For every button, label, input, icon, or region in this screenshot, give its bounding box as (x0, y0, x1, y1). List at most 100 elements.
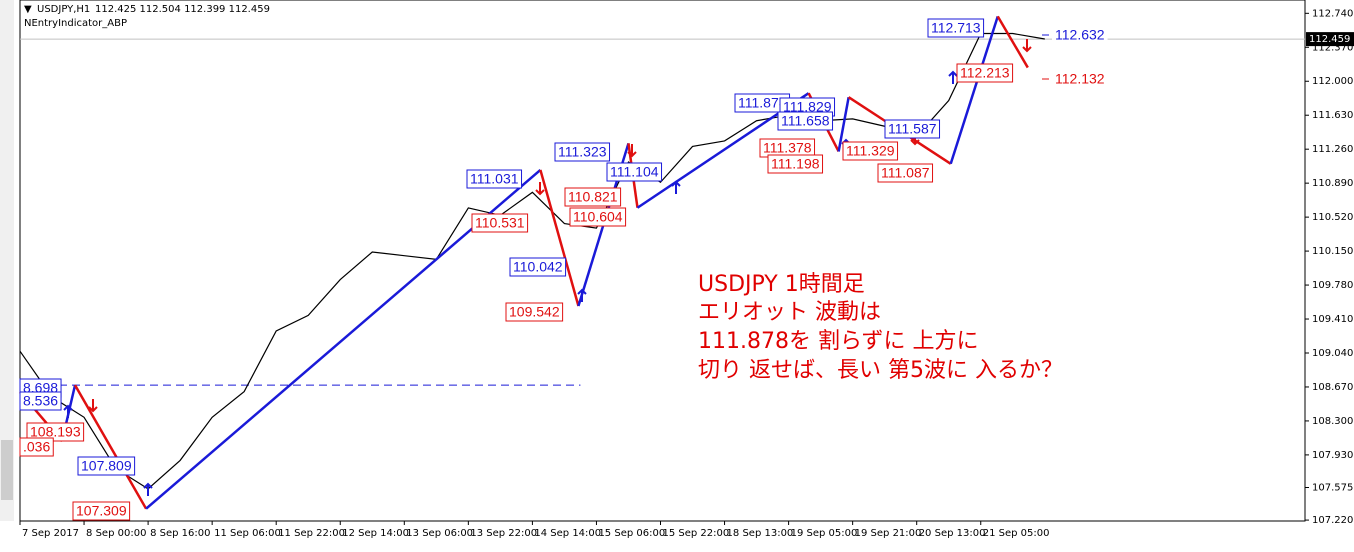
y-tick-label: 109.780 (1312, 280, 1353, 291)
price-label-box (1052, 26, 1108, 44)
price-label-box (505, 302, 564, 322)
price-label-text: 110.604 (573, 209, 623, 225)
price-label: 107.809 (77, 456, 136, 476)
y-tick-label: 109.410 (1312, 314, 1353, 325)
price-label: 112.132 (1042, 70, 1108, 88)
y-tick-label: 110.150 (1312, 246, 1353, 257)
x-tick-label: 21 Sep 05:00 (983, 528, 1050, 539)
price-label: 110.042 (509, 257, 567, 277)
y-tick-label: 109.040 (1312, 348, 1353, 359)
price-label-box (26, 422, 85, 442)
price-label-box (927, 18, 985, 38)
price-label-box (877, 163, 934, 183)
price-line (19, 32, 1045, 490)
price-label-box (606, 162, 663, 182)
price-label: 110.821 (564, 187, 622, 207)
y-tick-label: 108.300 (1312, 416, 1353, 427)
price-label-box (77, 456, 136, 476)
price-label-text: 110.531 (475, 215, 525, 231)
y-tick-label: 112.000 (1312, 76, 1353, 87)
price-label: 108.193 (26, 422, 85, 442)
annotation: エリオット 波動は (698, 300, 881, 325)
price-label-box (19, 391, 62, 411)
price-label: 112.632 (1042, 26, 1108, 44)
arrow-up (948, 70, 958, 84)
price-label: 111.658 (777, 111, 834, 131)
y-tick-label: 108.670 (1312, 382, 1353, 393)
x-tick-label: 19 Sep 05:00 (791, 528, 858, 539)
symbol: USDJPY,H1 (37, 4, 90, 15)
price-label: 111.329 (842, 141, 899, 161)
price-label: 112.713 (927, 18, 985, 38)
y-tick-label: 107.930 (1312, 450, 1353, 461)
y-tick-label: 110.890 (1312, 178, 1353, 189)
bid-box (1306, 32, 1354, 47)
wave-segment (73, 384, 148, 510)
x-tick-label: 8 Sep 00:00 (86, 528, 146, 539)
price-label-text: 111.878 (738, 95, 787, 111)
x-tick-label: 14 Sep 14:00 (534, 528, 601, 539)
y-tick-label: 111.260 (1312, 144, 1353, 155)
price-label: 111.104 (606, 162, 663, 182)
arrow-down (1022, 39, 1032, 53)
price-label-text: 111.829 (783, 99, 832, 115)
price-label-text: 110.821 (568, 189, 618, 205)
arrow-up (671, 180, 681, 194)
price-label-box (777, 111, 834, 131)
price-label-box (767, 154, 824, 174)
price-label: 112.213 (956, 63, 1014, 83)
price-label-box (569, 207, 627, 227)
price-label-text: 112.713 (931, 20, 981, 36)
price-label-text: 111.323 (558, 144, 607, 160)
y-tick-label: 107.220 (1312, 515, 1353, 526)
indicator-name: NEntryIndicator_ABP (24, 18, 127, 29)
price-label-text: 111.198 (771, 156, 820, 172)
arrow-up (63, 404, 73, 418)
ohlc: 112.425 112.504 112.399 112.459 (95, 4, 270, 15)
price-label-box (842, 141, 899, 161)
price-label: 107.309 (72, 501, 131, 521)
price-label: 110.604 (569, 207, 627, 227)
price-label-text: .036 (23, 439, 50, 455)
price-label: 111.031 (466, 169, 523, 189)
price-label-box (509, 257, 567, 277)
price-label-text: 110.042 (513, 259, 563, 275)
x-tick-label: 12 Sep 14:00 (342, 528, 409, 539)
annotation: 111.878を 割らずに 上方に (698, 329, 979, 354)
price-label-text: 111.378 (763, 140, 812, 156)
x-tick-label: 15 Sep 22:00 (662, 528, 729, 539)
arrow-down (88, 399, 98, 413)
wave-segment (949, 15, 999, 165)
price-label-text: 112.132 (1055, 71, 1105, 87)
y-tick-label: 107.575 (1312, 482, 1353, 493)
price-label-box (19, 437, 54, 457)
price-label-text: 111.658 (781, 113, 830, 129)
x-tick-label: 19 Sep 21:00 (855, 528, 922, 539)
x-tick-label: 11 Sep 06:00 (214, 528, 281, 539)
price-label-text: 111.031 (470, 171, 519, 187)
wave-segment (996, 15, 1029, 69)
price-label-box (1052, 70, 1108, 88)
x-tick-label: 11 Sep 22:00 (278, 528, 345, 539)
y-tick-label: 110.520 (1312, 212, 1353, 223)
wave-segment (539, 169, 580, 307)
plot-frame (19, 0, 1306, 522)
x-tick-label: 13 Sep 22:00 (470, 528, 537, 539)
price-label-text: 8.536 (23, 393, 58, 409)
y-tick-label: 112.370 (1312, 42, 1353, 53)
price-label-text: 109.542 (509, 304, 560, 320)
arrow-up (143, 482, 153, 496)
price-label: 111.323 (554, 142, 611, 162)
price-label-text: 112.213 (960, 65, 1010, 81)
price-label: 111.087 (877, 163, 934, 183)
price-label-text: 112.632 (1055, 27, 1105, 43)
price-label-box (72, 501, 131, 521)
price-label-box (564, 187, 622, 207)
price-label-text: 111.104 (610, 164, 659, 180)
price-label: 110.531 (471, 213, 529, 233)
price-label: 109.542 (505, 302, 564, 322)
x-tick-label: 15 Sep 06:00 (598, 528, 665, 539)
x-tick-label: 13 Sep 06:00 (406, 528, 473, 539)
x-tick-label: 20 Sep 13:00 (919, 528, 986, 539)
